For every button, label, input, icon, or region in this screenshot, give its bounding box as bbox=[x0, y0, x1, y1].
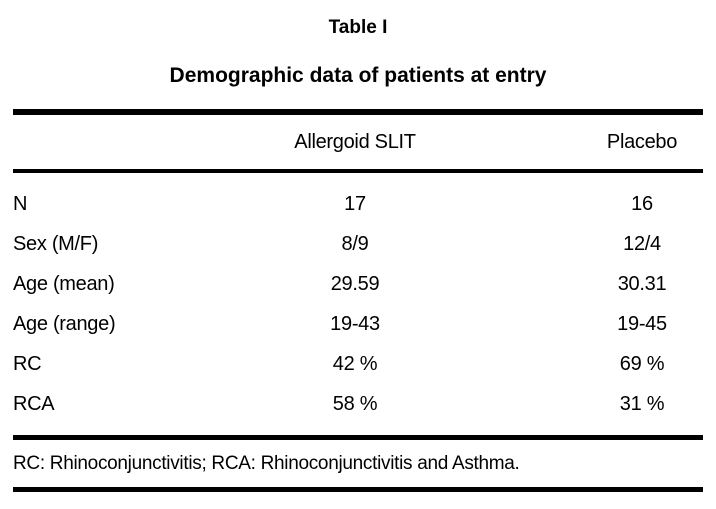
table-row: RC 42 % 69 % bbox=[13, 344, 703, 384]
cell-placebo: 16 bbox=[631, 192, 653, 215]
cell-placebo: 69 % bbox=[619, 352, 665, 375]
row-label: N bbox=[13, 192, 28, 215]
top-rule bbox=[13, 109, 703, 115]
table-row: RCA 58 % 31 % bbox=[13, 384, 703, 424]
table-body: N 17 16 Sex (M/F) 8/9 12/4 Age (mean) 29… bbox=[13, 173, 703, 435]
header-placebo: Placebo bbox=[606, 130, 678, 153]
cell-placebo: 19-45 bbox=[617, 312, 667, 335]
row-label: RC bbox=[13, 352, 42, 375]
table-row: N 17 16 bbox=[13, 184, 703, 224]
footnote-divider-rule bbox=[13, 435, 703, 440]
cell-allergoid-slit: 8/9 bbox=[341, 232, 369, 255]
row-label: Age (mean) bbox=[13, 272, 115, 295]
cell-allergoid-slit: 19-43 bbox=[330, 312, 380, 335]
header-allergoid-slit: Allergoid SLIT bbox=[294, 130, 416, 153]
table-title-heading: Demographic data of patients at entry bbox=[169, 64, 547, 87]
cell-allergoid-slit: 42 % bbox=[332, 352, 378, 375]
header-divider-rule bbox=[13, 169, 703, 173]
row-label: Age (range) bbox=[13, 312, 116, 335]
cell-allergoid-slit: 58 % bbox=[332, 392, 378, 415]
cell-placebo: 12/4 bbox=[623, 232, 661, 255]
cell-placebo: 31 % bbox=[619, 392, 665, 415]
table: Allergoid SLIT Placebo N 17 16 Sex (M/F)… bbox=[13, 109, 703, 492]
table-number-heading: Table I bbox=[328, 17, 388, 38]
table-row: Age (range) 19-43 19-45 bbox=[13, 304, 703, 344]
row-label: RCA bbox=[13, 392, 55, 415]
cell-allergoid-slit: 29.59 bbox=[330, 272, 380, 295]
table-footnote: RC: Rhinoconjunctivitis; RCA: Rhinoconju… bbox=[13, 453, 520, 474]
table-row: Sex (M/F) 8/9 12/4 bbox=[13, 224, 703, 264]
table-row: Age (mean) 29.59 30.31 bbox=[13, 264, 703, 304]
cell-placebo: 30.31 bbox=[617, 272, 667, 295]
cell-allergoid-slit: 17 bbox=[344, 192, 366, 215]
row-label: Sex (M/F) bbox=[13, 232, 99, 255]
table-header-row: Allergoid SLIT Placebo bbox=[13, 115, 703, 169]
bottom-rule bbox=[13, 487, 703, 492]
